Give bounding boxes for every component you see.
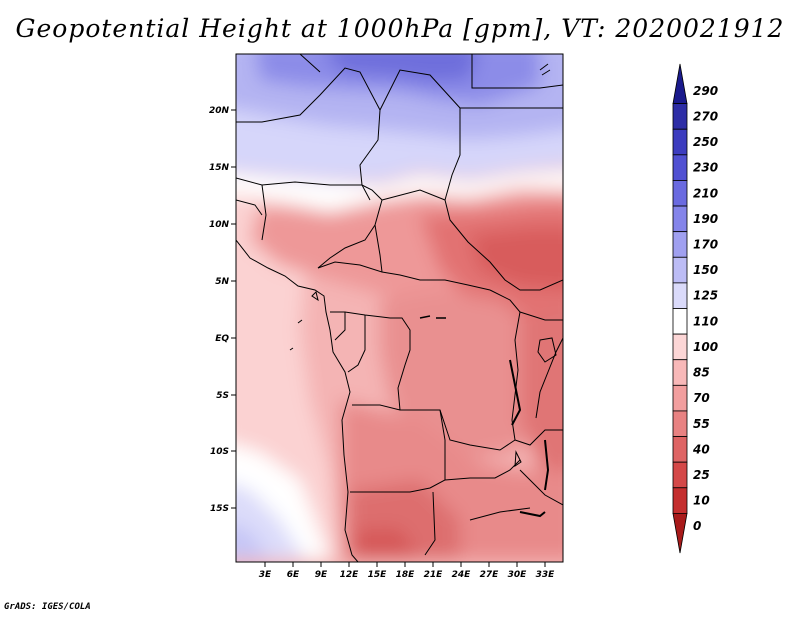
border-sudan [444, 199, 563, 291]
border-namibia [424, 491, 436, 556]
map-title: Geopotential Height at 1000hPa [gpm], VT… [15, 14, 785, 43]
lon-label: 21E [424, 570, 444, 580]
colorbar-label: 190 [693, 212, 718, 226]
lon-label: 3E [259, 570, 272, 580]
lon-label: 18E [396, 570, 416, 580]
colorbar-label: 110 [693, 314, 718, 328]
border-gabon-2 [347, 315, 366, 373]
border-cam-chad [374, 224, 383, 273]
lake-bangweulu [514, 450, 522, 467]
colorbar-segment [672, 63, 688, 105]
colorbar-segment [672, 333, 688, 361]
colorbar-segment [672, 308, 688, 335]
lat-label: 5N [215, 277, 229, 287]
colorbar-segment [672, 487, 688, 514]
lat-label: 15S [210, 504, 229, 514]
colorbar-label: 250 [693, 135, 718, 149]
colorbar-segment [672, 128, 688, 156]
lon-label: 9E [315, 570, 328, 580]
lon-label: 12E [340, 570, 360, 580]
lake-mai-ndombe [419, 315, 446, 319]
border-angola-s [350, 409, 446, 493]
lake-victoria [537, 337, 557, 363]
border-tanzania [514, 429, 563, 446]
island-bioko [311, 291, 319, 302]
lon-label: 15E [368, 570, 388, 580]
colorbar-segment [672, 180, 688, 207]
border-zambia [444, 459, 521, 481]
border-nw-diag [299, 54, 321, 73]
border-egypt [471, 54, 563, 89]
colorbar-segment [672, 461, 688, 489]
lat-label: 15N [209, 163, 230, 173]
colorbar-label: 210 [693, 186, 718, 200]
lat-label: 10S [210, 447, 229, 457]
colorbar-label: 10 [693, 494, 710, 508]
coastline-east [535, 337, 563, 419]
border-gabon-1 [334, 312, 346, 341]
coast-redsea [539, 63, 551, 76]
colorbar-label: 0 [693, 519, 701, 533]
colorbar-label: 40 [692, 442, 710, 456]
border-car [317, 261, 491, 291]
coastline-west [236, 239, 359, 562]
lon-label: 30E [508, 570, 528, 580]
colorbar-label: 25 [693, 468, 710, 482]
colorbar-label: 270 [693, 109, 718, 123]
border-zimbabwe [469, 507, 531, 521]
lon-label: 27E [480, 570, 500, 580]
coastlines-borders [236, 54, 563, 562]
lake-tanganyika [509, 359, 522, 426]
contour-field [236, 54, 563, 562]
lon-label: 6E [287, 570, 300, 580]
colorbar-segment [672, 256, 688, 284]
colorbar-label: 85 [693, 366, 710, 380]
border-west-2 [236, 199, 263, 216]
colorbar-segment [672, 231, 688, 258]
lat-label: 10N [209, 220, 230, 230]
colorbar-segment [672, 384, 688, 412]
colorbar-segment [672, 512, 688, 554]
border-drc-east [489, 289, 521, 441]
colorbar: 2902702502302101901701501251101008570554… [672, 63, 718, 554]
colorbar-label: 170 [693, 237, 718, 251]
map-frame [235, 53, 564, 563]
colorbar-segment [672, 436, 688, 463]
border-chad-n [381, 189, 446, 201]
colorbar-label: 230 [693, 161, 718, 175]
border-moz [519, 469, 563, 506]
lake-kariba [519, 511, 546, 518]
colorbar-segment [672, 103, 688, 130]
lake-malawi [544, 439, 550, 491]
lat-axis: 20N 15N 10N 5N EQ 5S 10S 15S [209, 106, 236, 514]
grads-credit: GrADS: IGES/COLA [4, 602, 91, 612]
lat-label: EQ [215, 334, 229, 344]
border-sahel [236, 177, 383, 269]
colorbar-segment [672, 282, 688, 309]
border-angola-n [352, 404, 516, 451]
colorbar-label: 150 [693, 263, 718, 277]
colorbar-label: 55 [693, 417, 710, 431]
colorbar-label: 70 [693, 391, 710, 405]
colorbar-label: 125 [693, 289, 718, 303]
colorbar-segment [672, 154, 688, 181]
lon-axis: 3E 6E 9E 12E 15E 18E 21E 24E 27E 30E 33E [259, 562, 555, 580]
border-north-west [236, 67, 381, 201]
islands-gulf [289, 319, 303, 351]
lon-label: 33E [536, 570, 556, 580]
colorbar-segment [672, 205, 688, 233]
lon-label: 24E [452, 570, 472, 580]
colorbar-label: 290 [693, 84, 718, 98]
colorbar-segment [672, 410, 688, 437]
border-congo [330, 311, 411, 411]
lat-label: 5S [216, 391, 229, 401]
border-west-1 [261, 184, 267, 241]
colorbar-label: 100 [693, 340, 718, 354]
border-uganda [519, 311, 563, 321]
lat-label: 20N [209, 106, 230, 116]
colorbar-segment [672, 359, 688, 386]
